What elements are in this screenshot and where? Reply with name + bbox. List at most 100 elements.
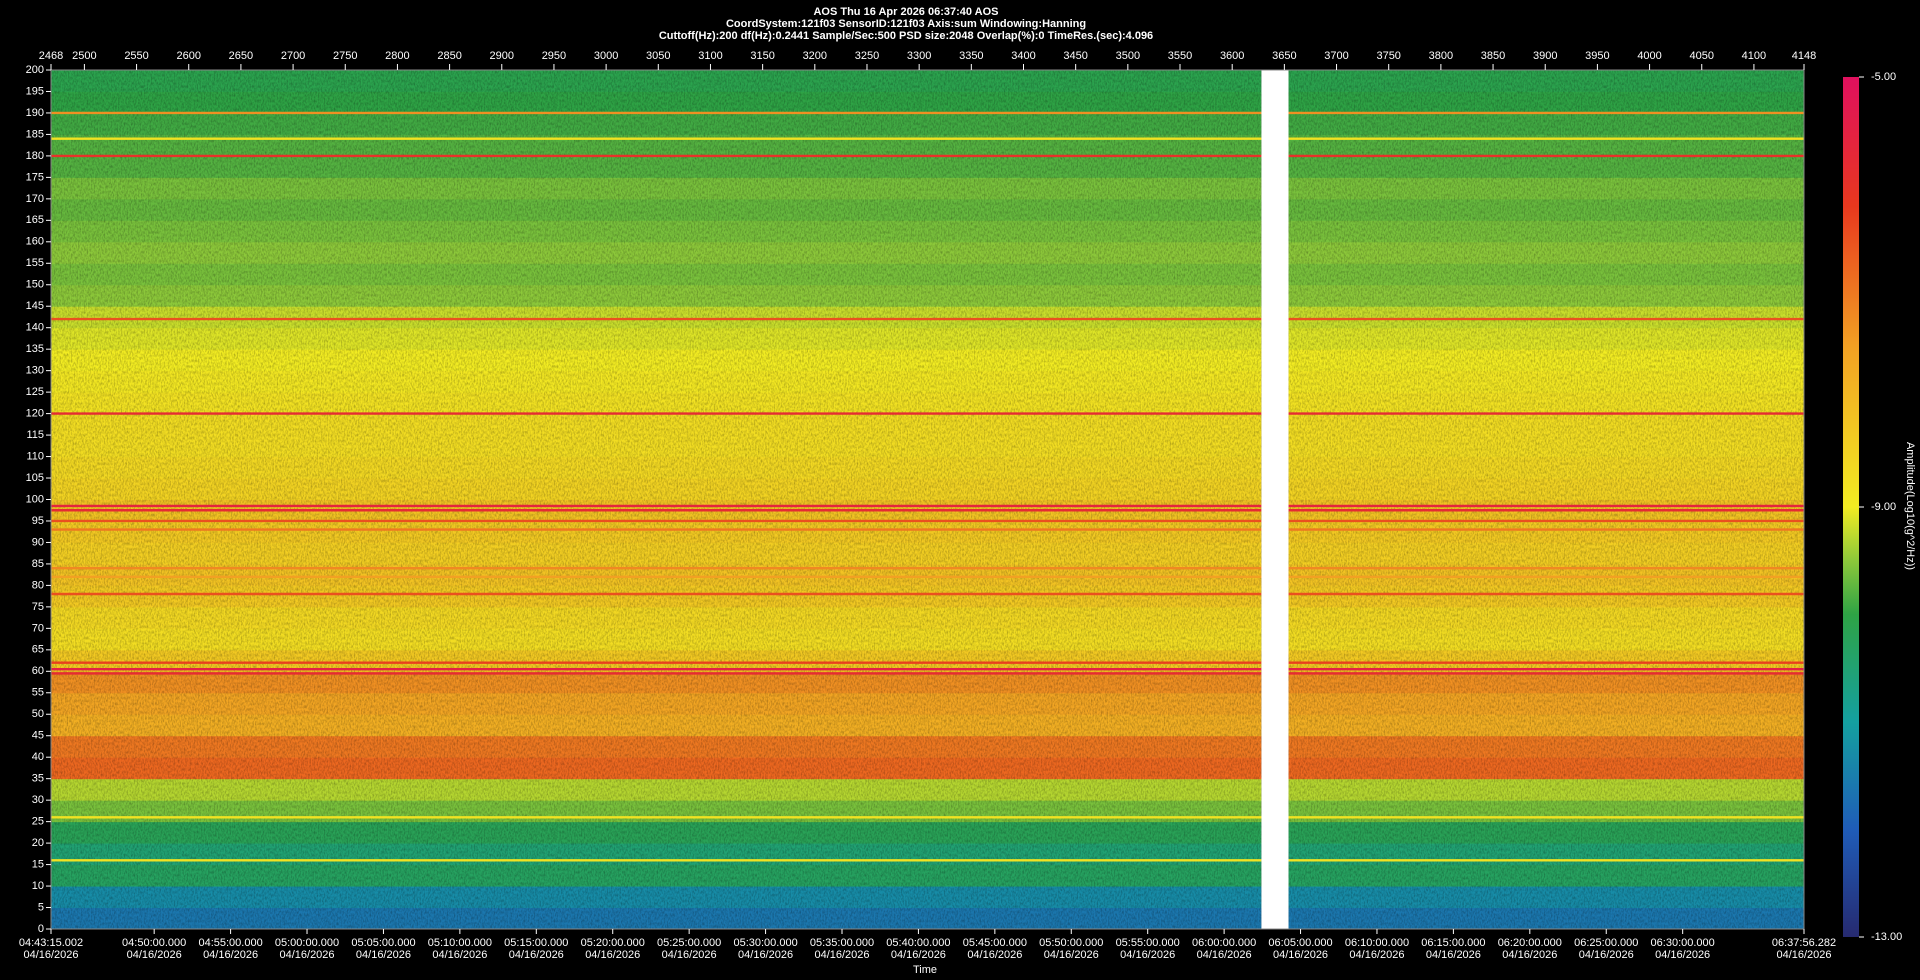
y-tick-label: 180 [26, 150, 44, 162]
x-tick-label: 2750 [333, 50, 357, 62]
spectrum-band [1288, 349, 1804, 372]
x-tick-label: 4050 [1689, 50, 1713, 62]
date-tick-label: 04/16/2026 [1579, 949, 1634, 961]
spectrum-band [51, 413, 1262, 436]
x-tick-label: 2700 [281, 50, 305, 62]
y-tick-label: 150 [26, 279, 44, 291]
spectrum-band [1288, 843, 1804, 866]
spectrum-band [1288, 91, 1804, 114]
time-tick-label: 06:05:00.000 [1268, 937, 1332, 949]
spectrum-band [1288, 241, 1804, 264]
data-gap [1261, 70, 1289, 929]
y-tick-label: 110 [26, 450, 44, 462]
y-tick-label: 40 [32, 751, 44, 763]
date-tick-label: 04/16/2026 [127, 949, 182, 961]
date-tick-label: 04/16/2026 [1273, 949, 1328, 961]
x-tick-label: 3850 [1481, 50, 1505, 62]
spectrum-band [1288, 413, 1804, 436]
spectrum-band [1288, 585, 1804, 608]
x-tick-label: 4148 [1792, 50, 1816, 62]
spectrum-band [1288, 778, 1804, 801]
spectrum-band [1288, 907, 1804, 930]
spectrum-band [51, 456, 1262, 479]
chart-subtitle: CoordSystem:121f03 SensorID:121f03 Axis:… [726, 18, 1086, 30]
time-tick-label: 06:37:56.282 [1772, 937, 1836, 949]
colorbar-tick-label: -5.00 [1871, 71, 1896, 83]
y-tick-label: 35 [32, 773, 44, 785]
y-tick-label: 65 [32, 644, 44, 656]
spectrum-band [51, 306, 1262, 329]
y-tick-label: 95 [32, 515, 44, 527]
spectrum-band [51, 349, 1262, 372]
time-tick-label: 06:20:00.000 [1498, 937, 1562, 949]
y-tick-label: 155 [26, 257, 44, 269]
date-tick-label: 04/16/2026 [1044, 949, 1099, 961]
time-tick-label: 05:10:00.000 [428, 937, 492, 949]
spectrum-band [51, 843, 1262, 866]
y-tick-label: 195 [26, 85, 44, 97]
x-tick-label: 3300 [907, 50, 931, 62]
x-tick-label: 3750 [1376, 50, 1400, 62]
date-tick-label: 04/16/2026 [1426, 949, 1481, 961]
spectrum-band [1288, 177, 1804, 200]
time-tick-label: 06:25:00.000 [1574, 937, 1638, 949]
spectrum-band [1288, 155, 1804, 178]
y-tick-label: 45 [32, 730, 44, 742]
x-tick-label: 3700 [1324, 50, 1348, 62]
y-tick-label: 85 [32, 558, 44, 570]
spectrum-band [1288, 821, 1804, 844]
spectrum-band [51, 70, 1262, 92]
time-tick-label: 05:35:00.000 [810, 937, 874, 949]
spectrum-band [51, 778, 1262, 801]
y-tick-label: 55 [32, 687, 44, 699]
x-tick-label: 4100 [1742, 50, 1766, 62]
spectrum-band [1288, 520, 1804, 543]
spectrum-band [51, 606, 1262, 629]
spectrum-band [1288, 284, 1804, 307]
colorbar-tick-label: -9.00 [1871, 501, 1896, 513]
time-tick-label: 05:40:00.000 [886, 937, 950, 949]
spectrum-band [1288, 757, 1804, 780]
spectrum-band [1288, 886, 1804, 909]
y-tick-label: 20 [32, 837, 44, 849]
time-tick-label: 04:43:15.002 [19, 937, 83, 949]
spectrum-band [51, 327, 1262, 350]
x-tick-label: 3550 [1168, 50, 1192, 62]
spectrum-band [51, 112, 1262, 135]
spectrum-band [1288, 435, 1804, 458]
time-tick-label: 05:20:00.000 [581, 937, 645, 949]
x-tick-label: 3950 [1585, 50, 1609, 62]
time-tick-label: 06:00:00.000 [1192, 937, 1256, 949]
date-tick-label: 04/16/2026 [1776, 949, 1831, 961]
spectrum-band [1288, 735, 1804, 758]
spectrum-band [51, 435, 1262, 458]
x-tick-label: 3200 [803, 50, 827, 62]
x-tick-label: 3400 [1011, 50, 1035, 62]
spectrum-band [51, 692, 1262, 715]
y-tick-label: 90 [32, 536, 44, 548]
x-tick-label: 4000 [1637, 50, 1661, 62]
x-tick-label: 3250 [855, 50, 879, 62]
spectrum-band [1288, 370, 1804, 393]
date-tick-label: 04/16/2026 [1349, 949, 1404, 961]
colorbar-label: Amplitude(Log10(g^2/Hz)) [1904, 442, 1916, 570]
x-tick-label: 2950 [542, 50, 566, 62]
y-tick-label: 145 [26, 300, 44, 312]
y-tick-label: 170 [26, 193, 44, 205]
x-tick-label: 3450 [1063, 50, 1087, 62]
spectrum-band [51, 585, 1262, 608]
colorbar [1843, 77, 1859, 937]
date-tick-label: 04/16/2026 [1502, 949, 1557, 961]
spectrum-band [1288, 198, 1804, 221]
y-tick-label: 10 [32, 880, 44, 892]
spectrum-band [51, 370, 1262, 393]
time-tick-label: 05:00:00.000 [275, 937, 339, 949]
y-tick-label: 5 [38, 901, 44, 913]
spectrum-band [51, 392, 1262, 415]
spectrum-band [51, 91, 1262, 114]
x-tick-label: 2468 [39, 50, 63, 62]
time-tick-label: 05:15:00.000 [504, 937, 568, 949]
spectrum-band [51, 220, 1262, 243]
y-tick-label: 130 [26, 365, 44, 377]
x-tick-label: 2850 [437, 50, 461, 62]
